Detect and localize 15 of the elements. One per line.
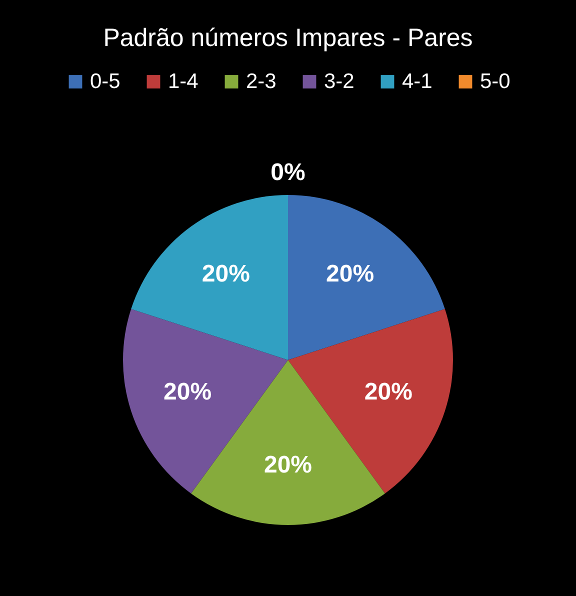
data-label: 20% — [364, 378, 412, 406]
legend-label: 5-0 — [480, 70, 510, 93]
legend-label: 4-1 — [402, 70, 432, 93]
legend-label: 2-3 — [246, 70, 276, 93]
text: 0% — [270, 159, 306, 186]
legend-label: 0-5 — [90, 70, 120, 93]
chart-title: Padrão números Impares - Pares — [103, 24, 473, 52]
data-label: 20% — [264, 452, 312, 479]
legend-label: 1-4 — [168, 70, 199, 93]
pie-slice — [131, 195, 288, 360]
pie-slice — [288, 195, 445, 360]
legend-label: 3-2 — [324, 70, 354, 93]
data-label: 20% — [164, 378, 212, 406]
data-label: 20% — [326, 260, 374, 288]
data-label: 20% — [202, 260, 250, 288]
